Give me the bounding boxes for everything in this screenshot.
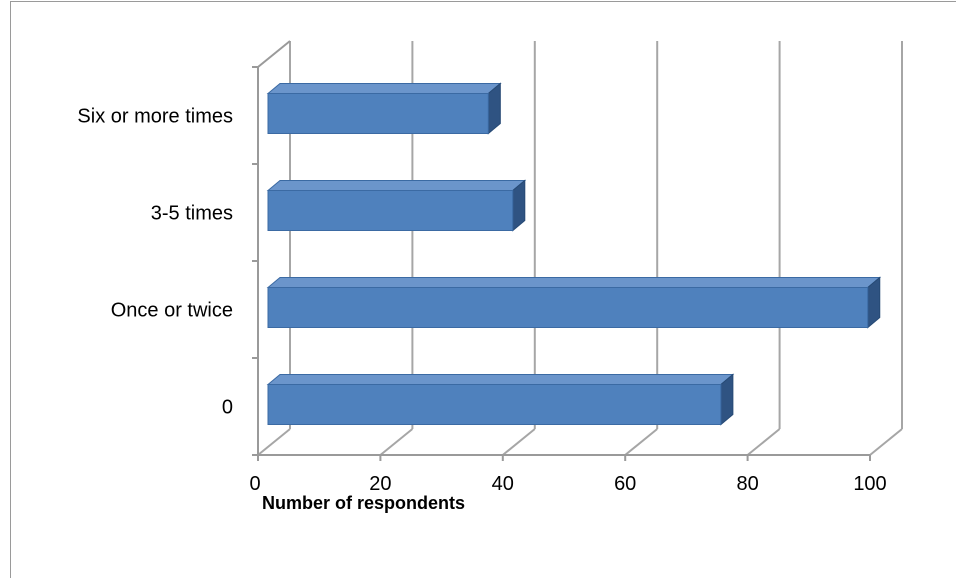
y-category-label-2: 3-5 times — [151, 203, 233, 225]
bar-front-face — [267, 287, 869, 328]
bars — [266, 82, 882, 426]
bar-top-face — [266, 374, 735, 385]
axis-labels: 0 20 40 60 80 100 0 Once or twice 3-5 times Six o… — [77, 106, 886, 496]
y-category-label-1: Once or twice — [111, 300, 233, 322]
floor-line-40 — [502, 428, 536, 456]
bar-top-face — [266, 180, 527, 191]
x-tick-label-100: 100 — [853, 473, 886, 495]
x-tick-label-40: 40 — [492, 473, 514, 495]
x-tick-label-0: 0 — [249, 473, 260, 495]
bar-3-5-times — [266, 179, 527, 232]
bar-top-face — [266, 277, 882, 288]
bar-front-face — [267, 384, 722, 425]
floor-line-100 — [869, 428, 903, 456]
floor-line-0 — [257, 428, 291, 456]
floor-line-60 — [624, 428, 658, 456]
x-tick-label-80: 80 — [736, 473, 758, 495]
y-axis-top-edge — [257, 40, 291, 68]
floor-line-20 — [379, 428, 414, 456]
bar-six-or-more-times — [266, 82, 502, 135]
bar-top-face — [266, 83, 502, 94]
x-axis-title: Number of respondents — [262, 493, 465, 513]
y-category-label-3: Six or more times — [77, 106, 233, 128]
y-category-label-0: 0 — [222, 397, 233, 419]
bar-once-or-twice — [266, 276, 882, 329]
bar-0 — [266, 373, 735, 426]
bar-front-face — [267, 190, 514, 231]
floor-line-80 — [746, 428, 781, 456]
bar-front-face — [267, 93, 489, 134]
x-tick-label-60: 60 — [614, 473, 636, 495]
x-tick-label-20: 20 — [369, 473, 391, 495]
